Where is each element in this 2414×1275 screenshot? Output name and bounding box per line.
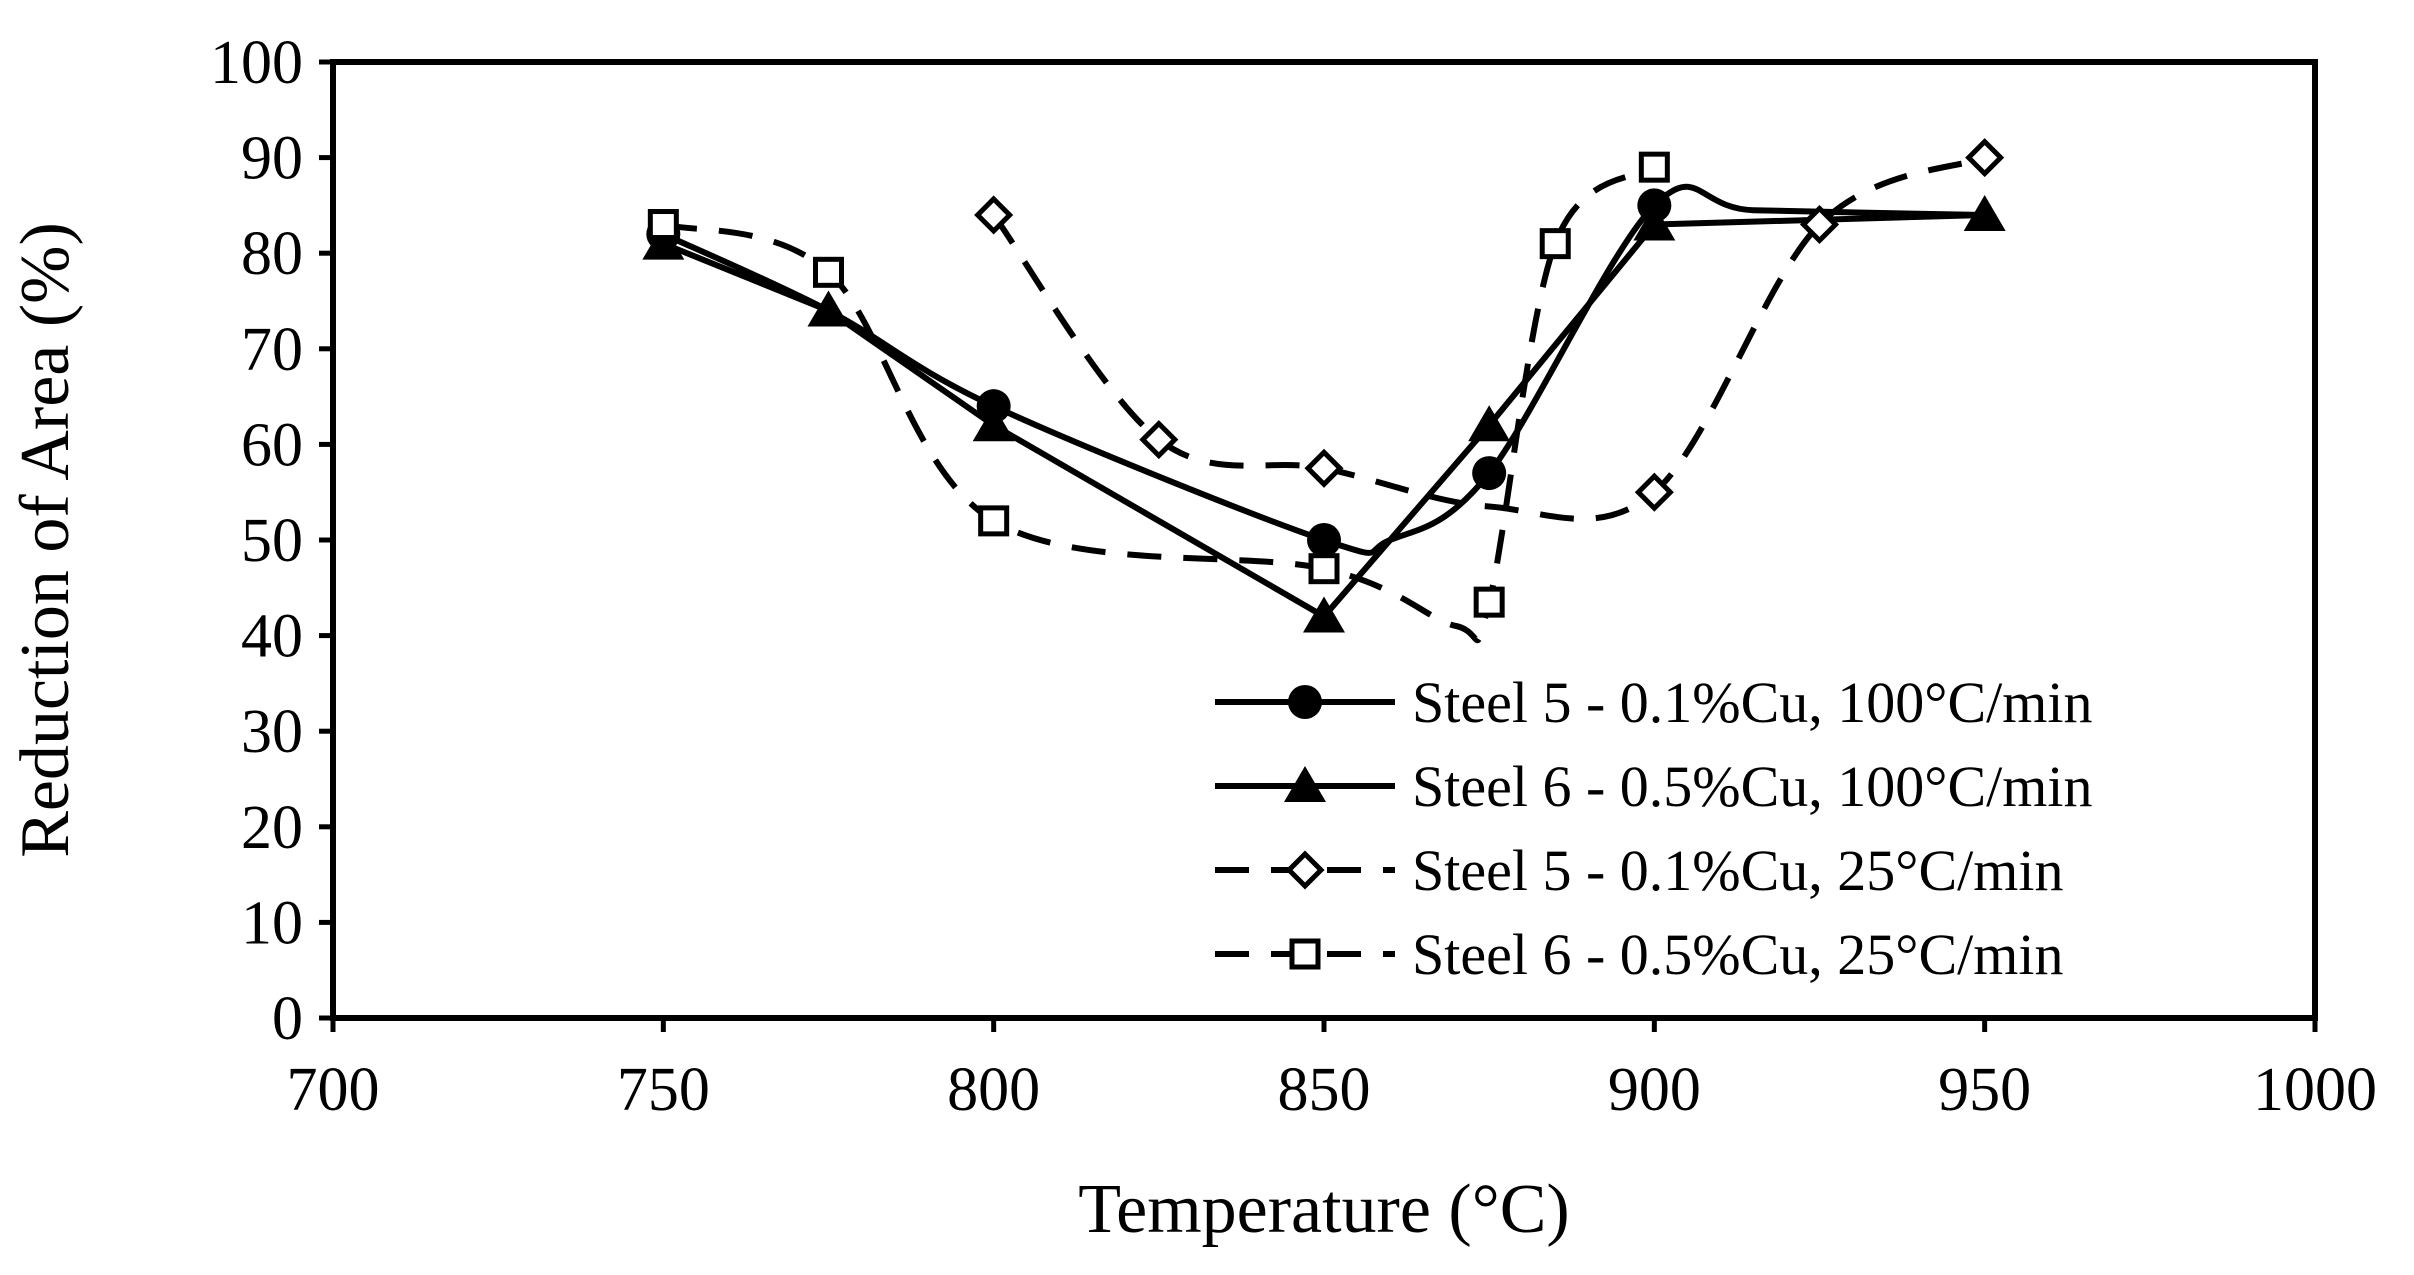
series-1 <box>646 183 1985 557</box>
data-point <box>813 256 844 288</box>
x-axis-title: Temperature (°C) <box>1078 1171 1569 1248</box>
x-tick-label: 1000 <box>2253 1056 2377 1124</box>
series-line <box>662 164 1657 644</box>
data-point <box>972 405 1015 442</box>
series-4 <box>647 151 1670 644</box>
x-tick-label: 750 <box>617 1056 710 1124</box>
series-line <box>991 154 1986 522</box>
legend: Steel 5 - 0.1%Cu, 100°C/min Steel 6 - 0.5… <box>1215 670 2093 987</box>
x-tick-label: 900 <box>1608 1056 1701 1124</box>
x-tick-label: 950 <box>1938 1056 2031 1124</box>
data-point <box>978 505 1010 537</box>
y-tick-label: 100 <box>210 29 303 97</box>
data-point <box>1638 151 1670 183</box>
legend-entry: Steel 5 - 0.1%Cu, 25°C/min <box>1215 838 2064 903</box>
legend-entry: Steel 6 - 0.5%Cu, 100°C/min <box>1215 754 2093 819</box>
tick-layer: 0 10 20 30 40 50 60 70 80 90 100 700 750 800 850 900 950… <box>210 29 2377 1124</box>
y-tick-label: 40 <box>241 603 303 671</box>
data-point <box>1799 204 1840 245</box>
data-point <box>1307 523 1341 557</box>
series-line <box>662 183 1985 556</box>
data-point <box>1139 420 1179 460</box>
data-point <box>1634 472 1674 512</box>
x-tick-label: 800 <box>947 1056 1040 1124</box>
legend-marker <box>1288 685 1322 719</box>
data-point <box>974 195 1014 235</box>
legend-label: Steel 5 - 0.1%Cu, 25°C/min <box>1412 838 2064 903</box>
series-3 <box>974 138 2005 522</box>
legend-marker <box>1289 938 1321 970</box>
y-axis-title: Reduction of Area (%) <box>7 222 84 858</box>
y-tick-label: 30 <box>241 698 303 766</box>
data-point <box>1304 448 1344 488</box>
data-point <box>1965 138 2005 178</box>
legend-entry: Steel 5 - 0.1%Cu, 100°C/min <box>1215 670 2093 735</box>
data-point <box>1468 405 1511 442</box>
data-point <box>1472 456 1507 491</box>
series-2 <box>642 194 2006 633</box>
series-layer <box>642 138 2006 644</box>
legend-entry: Steel 6 - 0.5%Cu, 25°C/min <box>1215 922 2064 987</box>
data-point <box>647 209 679 241</box>
y-tick-label: 90 <box>241 125 303 193</box>
data-point <box>1633 204 1676 241</box>
y-tick-label: 10 <box>241 889 303 957</box>
legend-label: Steel 5 - 0.1%Cu, 100°C/min <box>1412 670 2093 735</box>
y-tick-label: 70 <box>241 316 303 384</box>
y-tick-label: 50 <box>241 507 303 575</box>
legend-label: Steel 6 - 0.5%Cu, 100°C/min <box>1412 754 2093 819</box>
data-point <box>1473 586 1505 618</box>
data-point <box>1303 596 1345 633</box>
data-point <box>807 290 850 327</box>
data-point <box>1963 194 2006 231</box>
data-point <box>642 223 685 260</box>
y-tick-label: 80 <box>241 220 303 288</box>
legend-marker <box>1284 766 1326 802</box>
x-tick-label: 850 <box>1278 1056 1371 1124</box>
legend-marker <box>1285 850 1325 890</box>
data-point <box>1539 228 1571 260</box>
y-tick-label: 0 <box>272 985 303 1053</box>
x-tick-label: 700 <box>287 1056 380 1124</box>
y-tick-label: 60 <box>241 411 303 479</box>
y-tick-label: 20 <box>241 794 303 862</box>
legend-label: Steel 6 - 0.5%Cu, 25°C/min <box>1412 922 2064 987</box>
data-point <box>1308 553 1340 585</box>
